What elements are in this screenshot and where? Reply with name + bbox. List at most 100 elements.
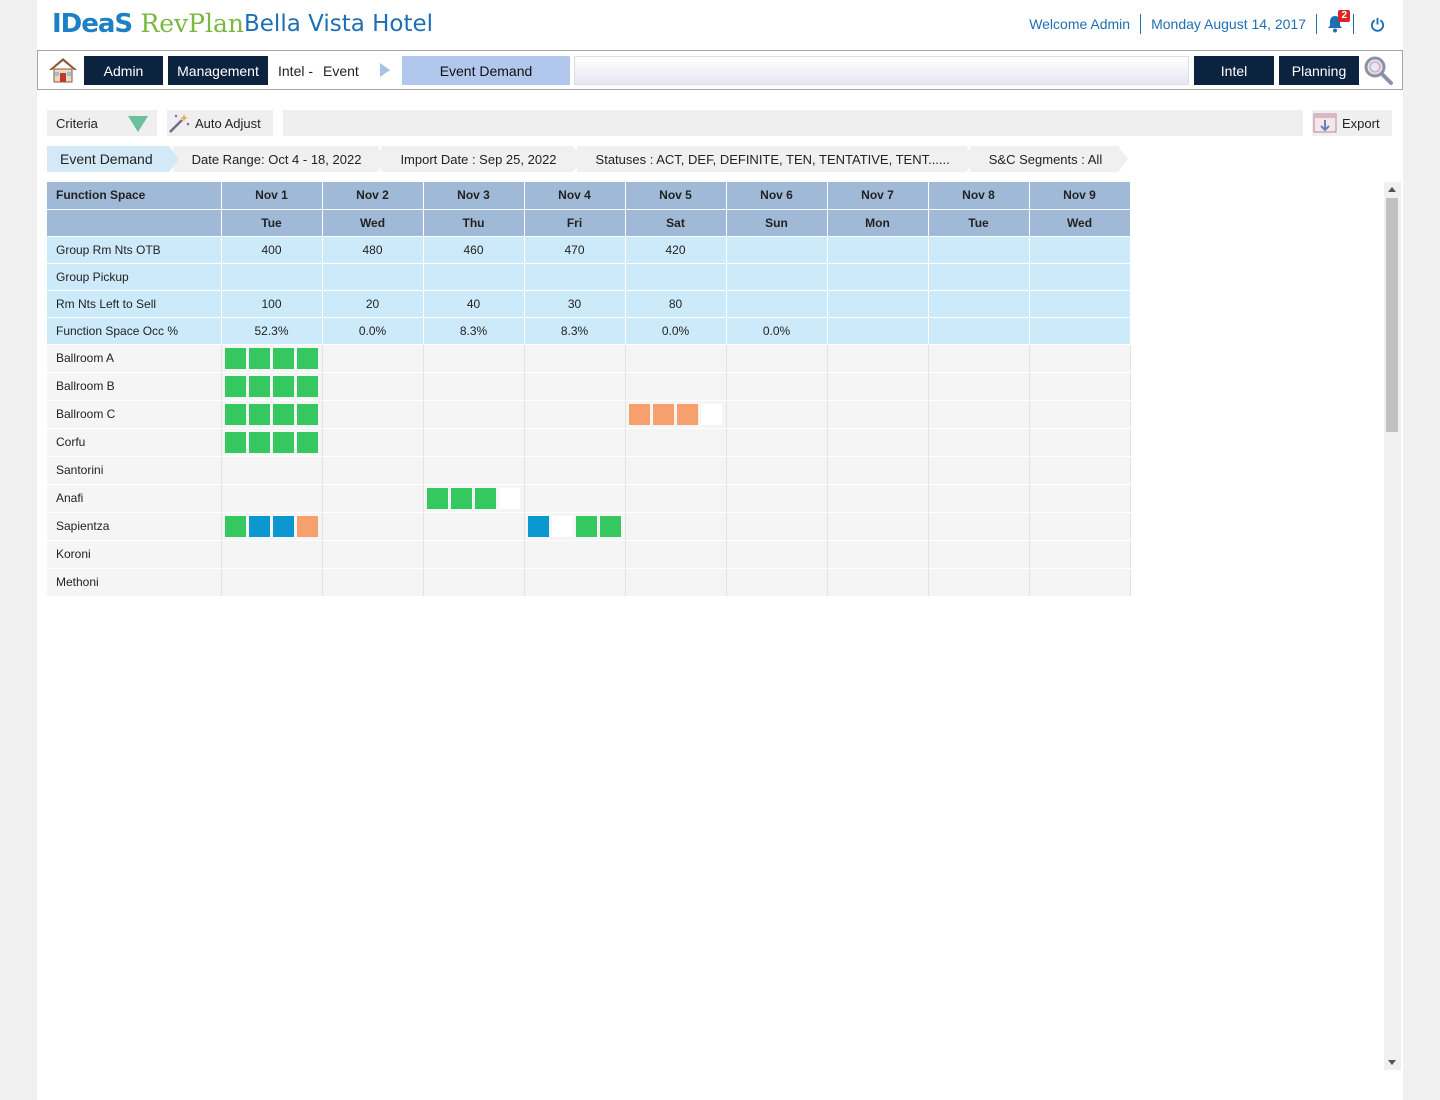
booking-cell[interactable] [423, 484, 525, 513]
booking-cell[interactable] [827, 456, 929, 485]
booking-cell[interactable] [1029, 484, 1131, 513]
booking-cell[interactable] [928, 400, 1030, 429]
booking-cell[interactable] [625, 484, 727, 513]
auto-adjust-button[interactable]: Auto Adjust [167, 110, 273, 136]
booking-cell[interactable] [726, 344, 828, 373]
scroll-up-icon[interactable] [1388, 187, 1396, 192]
booking-block[interactable] [296, 375, 318, 397]
booking-block[interactable] [700, 403, 722, 425]
booking-cell[interactable] [423, 540, 525, 569]
chip-statuses[interactable]: Statuses : ACT, DEF, DEFINITE, TEN, TENT… [576, 146, 976, 172]
scroll-thumb[interactable] [1386, 198, 1398, 432]
search-icon[interactable] [1362, 54, 1394, 86]
booking-cell[interactable] [726, 456, 828, 485]
booking-cell[interactable] [221, 400, 323, 429]
booking-block[interactable] [224, 375, 246, 397]
booking-cell[interactable] [221, 428, 323, 457]
booking-cell[interactable] [726, 428, 828, 457]
nav-event-demand[interactable]: Event Demand [402, 56, 570, 85]
nav-admin[interactable]: Admin [84, 56, 163, 85]
nav-intel-prefix[interactable]: Intel - [278, 63, 314, 79]
booking-cell[interactable] [221, 344, 323, 373]
booking-cell[interactable] [1029, 400, 1131, 429]
booking-cell[interactable] [423, 568, 525, 597]
booking-block[interactable] [224, 347, 246, 369]
booking-cell[interactable] [221, 484, 323, 513]
booking-block[interactable] [248, 431, 270, 453]
chip-event-demand[interactable]: Event Demand [47, 146, 179, 172]
booking-cell[interactable] [524, 456, 626, 485]
booking-cell[interactable] [221, 568, 323, 597]
booking-cell[interactable] [1029, 428, 1131, 457]
booking-cell[interactable] [423, 456, 525, 485]
booking-block[interactable] [628, 403, 650, 425]
booking-cell[interactable] [827, 512, 929, 541]
booking-cell[interactable] [322, 372, 424, 401]
booking-block[interactable] [296, 403, 318, 425]
booking-block[interactable] [575, 515, 597, 537]
booking-cell[interactable] [524, 372, 626, 401]
booking-cell[interactable] [827, 484, 929, 513]
booking-cell[interactable] [423, 372, 525, 401]
booking-block[interactable] [652, 403, 674, 425]
booking-block[interactable] [248, 515, 270, 537]
booking-cell[interactable] [221, 456, 323, 485]
chip-date-range[interactable]: Date Range: Oct 4 - 18, 2022 [172, 146, 388, 172]
booking-cell[interactable] [322, 568, 424, 597]
criteria-toggle[interactable]: Criteria [47, 110, 157, 136]
booking-block[interactable] [599, 515, 621, 537]
booking-cell[interactable] [827, 344, 929, 373]
booking-cell[interactable] [423, 400, 525, 429]
booking-cell[interactable] [827, 400, 929, 429]
booking-cell[interactable] [625, 400, 727, 429]
booking-cell[interactable] [827, 568, 929, 597]
booking-cell[interactable] [423, 512, 525, 541]
booking-cell[interactable] [928, 568, 1030, 597]
booking-cell[interactable] [221, 540, 323, 569]
nav-management[interactable]: Management [168, 56, 268, 85]
booking-cell[interactable] [524, 568, 626, 597]
booking-block[interactable] [676, 403, 698, 425]
booking-block[interactable] [224, 515, 246, 537]
booking-cell[interactable] [827, 540, 929, 569]
booking-cell[interactable] [726, 568, 828, 597]
booking-block[interactable] [272, 515, 294, 537]
booking-cell[interactable] [726, 512, 828, 541]
booking-cell[interactable] [524, 540, 626, 569]
booking-cell[interactable] [928, 344, 1030, 373]
booking-block[interactable] [551, 515, 573, 537]
notifications-button[interactable]: 2 [1327, 10, 1350, 33]
booking-cell[interactable] [1029, 568, 1131, 597]
booking-cell[interactable] [1029, 512, 1131, 541]
booking-cell[interactable] [524, 512, 626, 541]
chip-import-date[interactable]: Import Date : Sep 25, 2022 [381, 146, 583, 172]
booking-cell[interactable] [1029, 540, 1131, 569]
booking-cell[interactable] [322, 512, 424, 541]
booking-block[interactable] [296, 431, 318, 453]
booking-block[interactable] [296, 515, 318, 537]
booking-cell[interactable] [625, 568, 727, 597]
booking-cell[interactable] [625, 512, 727, 541]
booking-block[interactable] [248, 347, 270, 369]
booking-cell[interactable] [1029, 344, 1131, 373]
logout-button[interactable] [1364, 17, 1385, 32]
booking-cell[interactable] [928, 428, 1030, 457]
booking-block[interactable] [272, 403, 294, 425]
booking-cell[interactable] [221, 512, 323, 541]
booking-cell[interactable] [221, 372, 323, 401]
nav-planning[interactable]: Planning [1279, 56, 1359, 85]
booking-cell[interactable] [625, 344, 727, 373]
booking-cell[interactable] [928, 540, 1030, 569]
booking-block[interactable] [426, 487, 448, 509]
booking-block[interactable] [224, 431, 246, 453]
booking-block[interactable] [296, 347, 318, 369]
booking-cell[interactable] [524, 400, 626, 429]
booking-cell[interactable] [625, 428, 727, 457]
booking-block[interactable] [272, 375, 294, 397]
booking-block[interactable] [474, 487, 496, 509]
booking-cell[interactable] [423, 344, 525, 373]
chip-sc-segments[interactable]: S&C Segments : All [969, 146, 1129, 172]
booking-cell[interactable] [625, 540, 727, 569]
home-icon[interactable] [47, 56, 79, 84]
vertical-scrollbar[interactable] [1384, 182, 1401, 1070]
